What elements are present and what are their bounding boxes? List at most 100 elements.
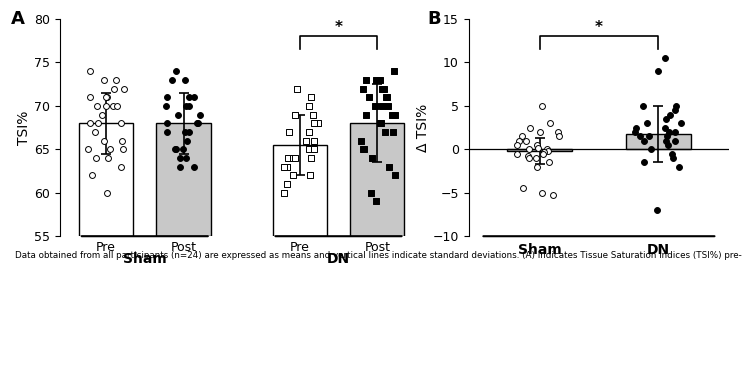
- Point: [188, 164, 200, 170]
- Point: [536, 190, 548, 196]
- Text: *: *: [595, 20, 603, 35]
- Point: [669, 129, 681, 135]
- Y-axis label: TSI%: TSI%: [17, 110, 31, 145]
- Point: [86, 172, 98, 178]
- Point: [289, 155, 301, 161]
- Point: [547, 192, 559, 198]
- Point: [117, 146, 129, 152]
- Bar: [507, 149, 572, 150]
- Point: [183, 129, 195, 135]
- Point: [544, 120, 556, 126]
- Point: [538, 149, 550, 155]
- Point: [173, 112, 185, 118]
- Point: [188, 94, 200, 100]
- Point: [170, 68, 182, 74]
- Point: [84, 94, 96, 100]
- Text: *: *: [335, 20, 342, 35]
- Point: [170, 146, 182, 152]
- Point: [96, 112, 108, 118]
- Point: [363, 94, 375, 100]
- Point: [378, 85, 390, 91]
- Point: [661, 142, 673, 148]
- Point: [161, 120, 173, 126]
- Point: [660, 116, 672, 122]
- Point: [670, 103, 682, 109]
- Point: [388, 68, 400, 74]
- Point: [661, 133, 673, 139]
- Point: [116, 138, 128, 144]
- Point: [651, 207, 663, 213]
- Point: [303, 103, 315, 109]
- Point: [522, 153, 534, 159]
- Point: [652, 68, 664, 74]
- Point: [386, 112, 398, 118]
- Point: [307, 146, 319, 152]
- Point: [115, 164, 127, 170]
- Point: [100, 94, 112, 100]
- Point: [115, 120, 127, 126]
- Point: [658, 125, 670, 131]
- Point: [303, 146, 315, 152]
- Point: [106, 103, 118, 109]
- Point: [374, 77, 386, 83]
- Point: [182, 138, 193, 144]
- Point: [183, 94, 195, 100]
- Point: [175, 164, 187, 170]
- Point: [365, 190, 377, 196]
- Point: [183, 103, 195, 109]
- Bar: [79, 123, 133, 236]
- Point: [287, 155, 299, 161]
- Point: [179, 77, 190, 83]
- Point: [98, 138, 110, 144]
- Point: [289, 112, 301, 118]
- Point: [524, 125, 536, 131]
- Point: [110, 77, 122, 83]
- Point: [376, 103, 388, 109]
- Point: [192, 120, 204, 126]
- Point: [536, 103, 548, 109]
- Point: [382, 103, 394, 109]
- Text: Sham: Sham: [123, 252, 167, 266]
- Point: [513, 138, 525, 144]
- Point: [370, 77, 382, 83]
- Point: [637, 103, 649, 109]
- Text: DN: DN: [327, 252, 350, 266]
- Point: [660, 138, 672, 144]
- Point: [381, 94, 393, 100]
- Point: [357, 146, 369, 152]
- Point: [112, 103, 124, 109]
- Point: [524, 155, 536, 161]
- Point: [89, 129, 101, 135]
- Point: [307, 112, 319, 118]
- Text: Sham: Sham: [518, 243, 562, 257]
- Point: [676, 120, 687, 126]
- Text: DN: DN: [647, 243, 670, 257]
- Bar: [626, 134, 690, 149]
- Point: [388, 112, 400, 118]
- Point: [191, 120, 203, 126]
- Point: [360, 77, 372, 83]
- Point: [360, 112, 372, 118]
- Point: [643, 133, 655, 139]
- Point: [552, 129, 564, 135]
- Text: Pre: Pre: [290, 242, 310, 255]
- Text: Pre: Pre: [96, 242, 116, 255]
- Point: [303, 129, 315, 135]
- Point: [379, 129, 391, 135]
- Point: [518, 186, 530, 192]
- Point: [523, 146, 535, 152]
- Point: [374, 120, 386, 126]
- Point: [634, 133, 646, 139]
- Point: [179, 129, 191, 135]
- Point: [305, 155, 317, 161]
- Point: [300, 138, 312, 144]
- Point: [309, 120, 321, 126]
- Point: [369, 103, 381, 109]
- Point: [308, 138, 320, 144]
- Point: [304, 172, 316, 178]
- Point: [170, 146, 182, 152]
- Point: [659, 55, 671, 61]
- Point: [380, 94, 392, 100]
- Point: [638, 159, 650, 165]
- Point: [664, 129, 676, 135]
